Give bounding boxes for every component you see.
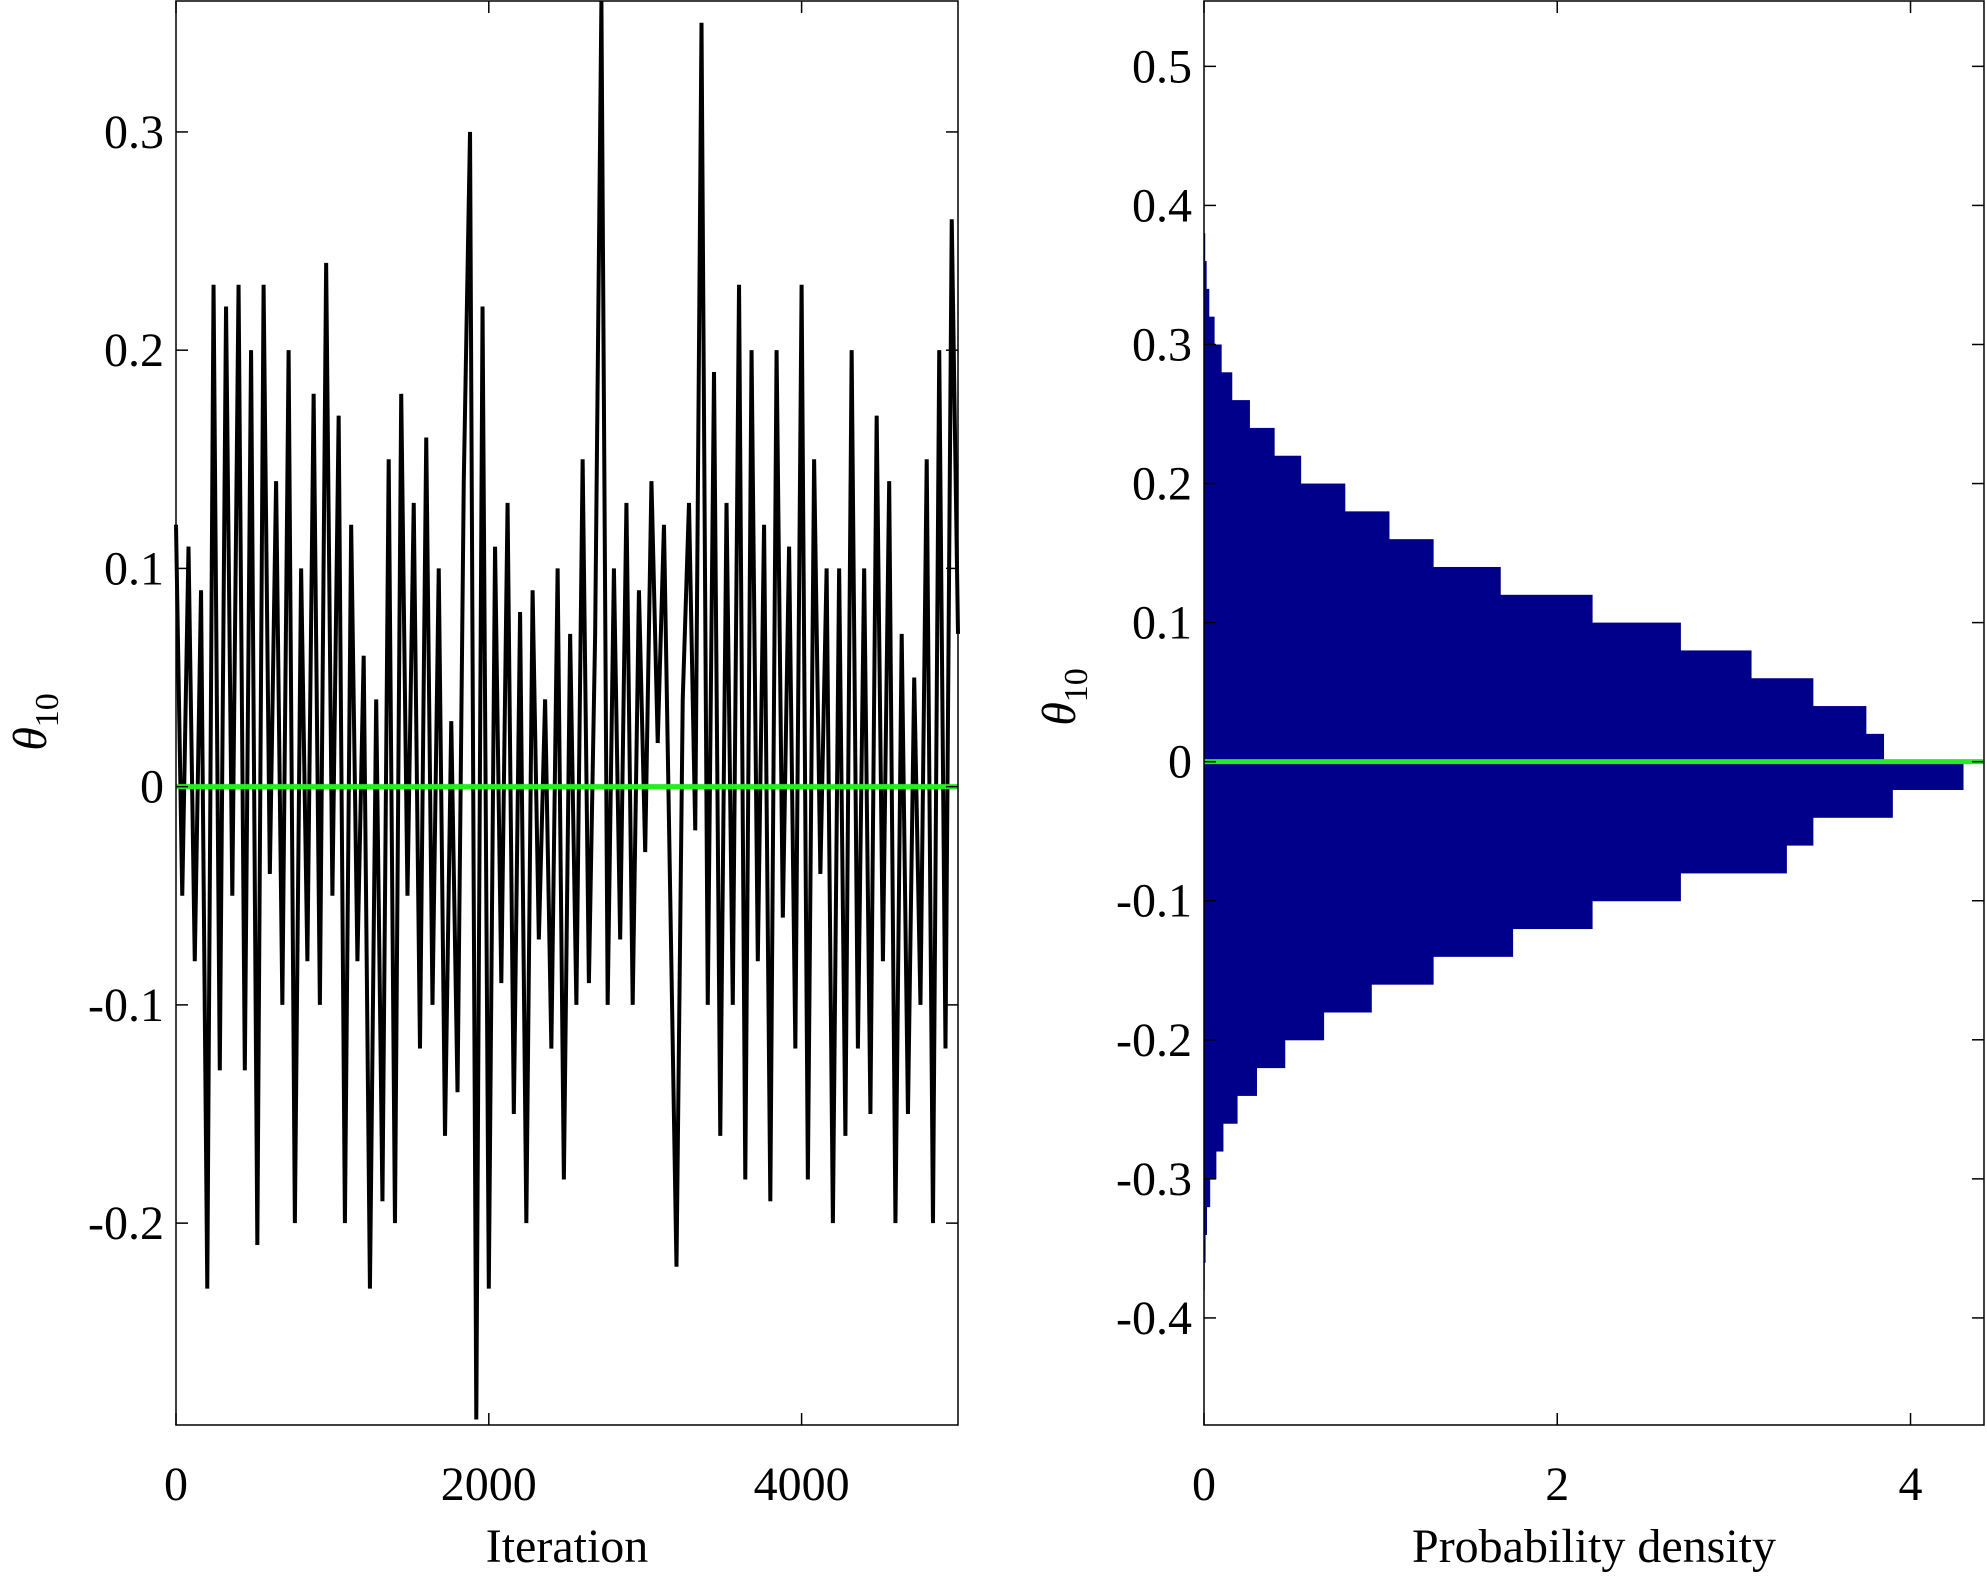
x-tick-label: 0 [1192, 1458, 1216, 1511]
axes-frame [1203, 0, 1985, 1426]
y-tick-label: -0.1 [1116, 875, 1192, 928]
y-tick-label: 0 [1168, 736, 1192, 789]
hist-bar [1204, 1039, 1286, 1069]
hist-bar [1204, 1234, 1206, 1263]
hist-bar [1204, 1095, 1238, 1124]
y-tick-label: 0.1 [1132, 597, 1192, 650]
hist-bar [1204, 622, 1681, 651]
hist-bar [1204, 678, 1814, 707]
hist-bar [1204, 1151, 1217, 1180]
hist-bar [1204, 261, 1207, 290]
y-tick-label: -0.4 [1116, 1292, 1192, 1345]
trace-line [174, 0, 960, 1420]
hist-bar [1204, 372, 1233, 401]
y-tick-label: -0.3 [1116, 1153, 1192, 1206]
hist-bar [1204, 1067, 1257, 1096]
hist-bar [1204, 761, 1964, 790]
hist-bar [1204, 984, 1372, 1013]
hist-bar [1204, 316, 1215, 345]
x-tick-label: 4 [1899, 1458, 1923, 1511]
hist-bar [1204, 928, 1514, 957]
hist-bar [1204, 872, 1681, 902]
hist-bar [1204, 566, 1501, 596]
y-label-subscript: 10 [29, 693, 66, 727]
y-tick-label: 0.2 [1132, 458, 1192, 511]
hist-bar [1204, 733, 1885, 763]
hist-bar [1204, 539, 1434, 568]
y-tick-label: -0.2 [88, 1197, 164, 1250]
y-tick-label: 0 [140, 761, 164, 814]
hist-bar [1204, 650, 1752, 679]
y-tick-label: 0.2 [104, 324, 164, 377]
hist-bar [1204, 706, 1867, 735]
hist-bar [1204, 455, 1302, 485]
hist-bar [1204, 1011, 1325, 1041]
hist-bar [1204, 956, 1434, 985]
x-axis-label: Probability density [1412, 1520, 1776, 1573]
axes-frame [175, 0, 959, 1426]
x-axis-label: Iteration [486, 1520, 649, 1573]
hist-bar [1204, 900, 1593, 930]
x-tick-label: 0 [164, 1458, 188, 1511]
y-tick-label: 0.5 [1132, 40, 1192, 93]
hist-bar [1204, 511, 1390, 540]
hist-bar [1204, 845, 1787, 874]
hist-bar [1204, 1178, 1211, 1208]
y-label-symbol: θ [4, 727, 57, 751]
x-tick-label: 4000 [754, 1458, 850, 1511]
y-tick-label: 0.3 [1132, 318, 1192, 371]
y-label-subscript: 10 [1058, 668, 1095, 702]
y-tick-label: -0.2 [1116, 1014, 1192, 1067]
y-tick-label: 0.1 [104, 542, 164, 595]
y-axis-label: θ10 [1033, 668, 1095, 726]
hist-bar [1204, 789, 1893, 818]
x-tick-label: 2 [1545, 1458, 1569, 1511]
y-label-symbol: θ [1033, 702, 1086, 726]
hist-bar [1204, 344, 1222, 373]
hist-bar [1204, 594, 1593, 624]
y-tick-label: -0.1 [88, 979, 164, 1032]
hist-bar [1204, 400, 1250, 429]
hist-bar [1204, 288, 1210, 318]
hist-bar [1204, 1206, 1208, 1235]
hist-bar [1204, 427, 1275, 457]
hist-bar [1204, 1123, 1224, 1152]
y-tick-label: 0.4 [1132, 179, 1192, 232]
hist-bar [1204, 483, 1346, 512]
x-tick-label: 2000 [441, 1458, 537, 1511]
hist-bar [1204, 817, 1814, 846]
y-axis-label: θ10 [4, 693, 66, 751]
y-tick-label: 0.3 [104, 106, 164, 159]
